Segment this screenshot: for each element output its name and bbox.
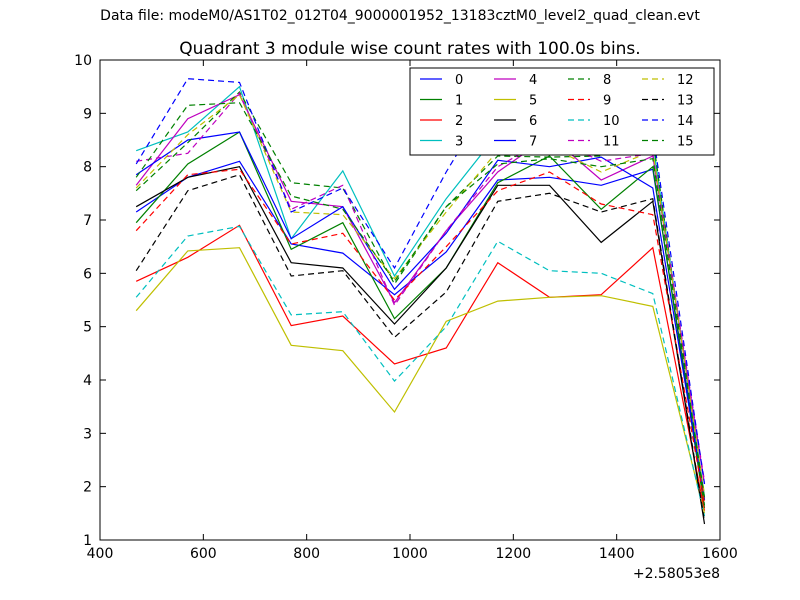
legend-label-8: 8 <box>603 73 611 88</box>
y-tick-label: 1 <box>83 533 92 549</box>
series-line-15 <box>135 102 706 498</box>
y-tick-label: 8 <box>83 160 92 176</box>
x-tick-label: 600 <box>190 546 217 562</box>
y-tick-label: 2 <box>83 480 92 496</box>
series-line-13 <box>135 173 706 522</box>
y-tick-label: 3 <box>83 426 92 442</box>
series-line-9 <box>135 168 706 503</box>
series-line-4 <box>135 93 706 485</box>
series-line-2 <box>135 224 706 511</box>
series-line-0 <box>135 160 706 501</box>
series-line-7 <box>135 131 706 501</box>
legend-label-15: 15 <box>677 135 694 150</box>
x-offset-label: +2.58053e8 <box>633 566 720 582</box>
y-tick-label: 5 <box>83 320 92 336</box>
y-tick-label: 7 <box>83 213 92 229</box>
y-tick-label: 4 <box>83 373 92 389</box>
x-tick-label: 1000 <box>392 546 428 562</box>
y-tick-label: 10 <box>74 53 92 69</box>
legend-label-7: 7 <box>529 135 537 150</box>
legend-label-4: 4 <box>529 73 537 88</box>
series-line-10 <box>135 225 706 517</box>
chart-title: Quadrant 3 module wise count rates with … <box>179 39 640 59</box>
series-line-14 <box>135 78 706 485</box>
y-tick-label: 6 <box>83 266 92 282</box>
figure-suptitle: Data file: modeM0/AS1T02_012T04_90000019… <box>100 8 700 24</box>
legend-label-14: 14 <box>677 114 694 129</box>
legend-label-3: 3 <box>455 135 463 150</box>
legend-label-6: 6 <box>529 114 537 129</box>
legend-label-5: 5 <box>529 94 537 109</box>
legend-label-10: 10 <box>603 114 620 129</box>
series-line-11 <box>136 91 706 482</box>
x-tick-label: 800 <box>293 546 320 562</box>
y-tick-label: 9 <box>83 106 92 122</box>
x-tick-label: 400 <box>87 546 114 562</box>
series-line-1 <box>135 131 706 509</box>
series-line-6 <box>135 166 706 525</box>
legend-label-12: 12 <box>677 73 694 88</box>
x-tick-label: 1600 <box>702 546 738 562</box>
legend-label-11: 11 <box>603 135 620 150</box>
legend-label-9: 9 <box>603 94 611 109</box>
legend-label-0: 0 <box>455 73 463 88</box>
series-line-5 <box>135 247 706 514</box>
legend-label-2: 2 <box>455 114 463 129</box>
x-tick-label: 1400 <box>599 546 635 562</box>
legend-label-13: 13 <box>677 94 694 109</box>
legend-label-1: 1 <box>455 94 463 109</box>
x-tick-label: 1200 <box>496 546 532 562</box>
series-line-12 <box>135 93 706 495</box>
